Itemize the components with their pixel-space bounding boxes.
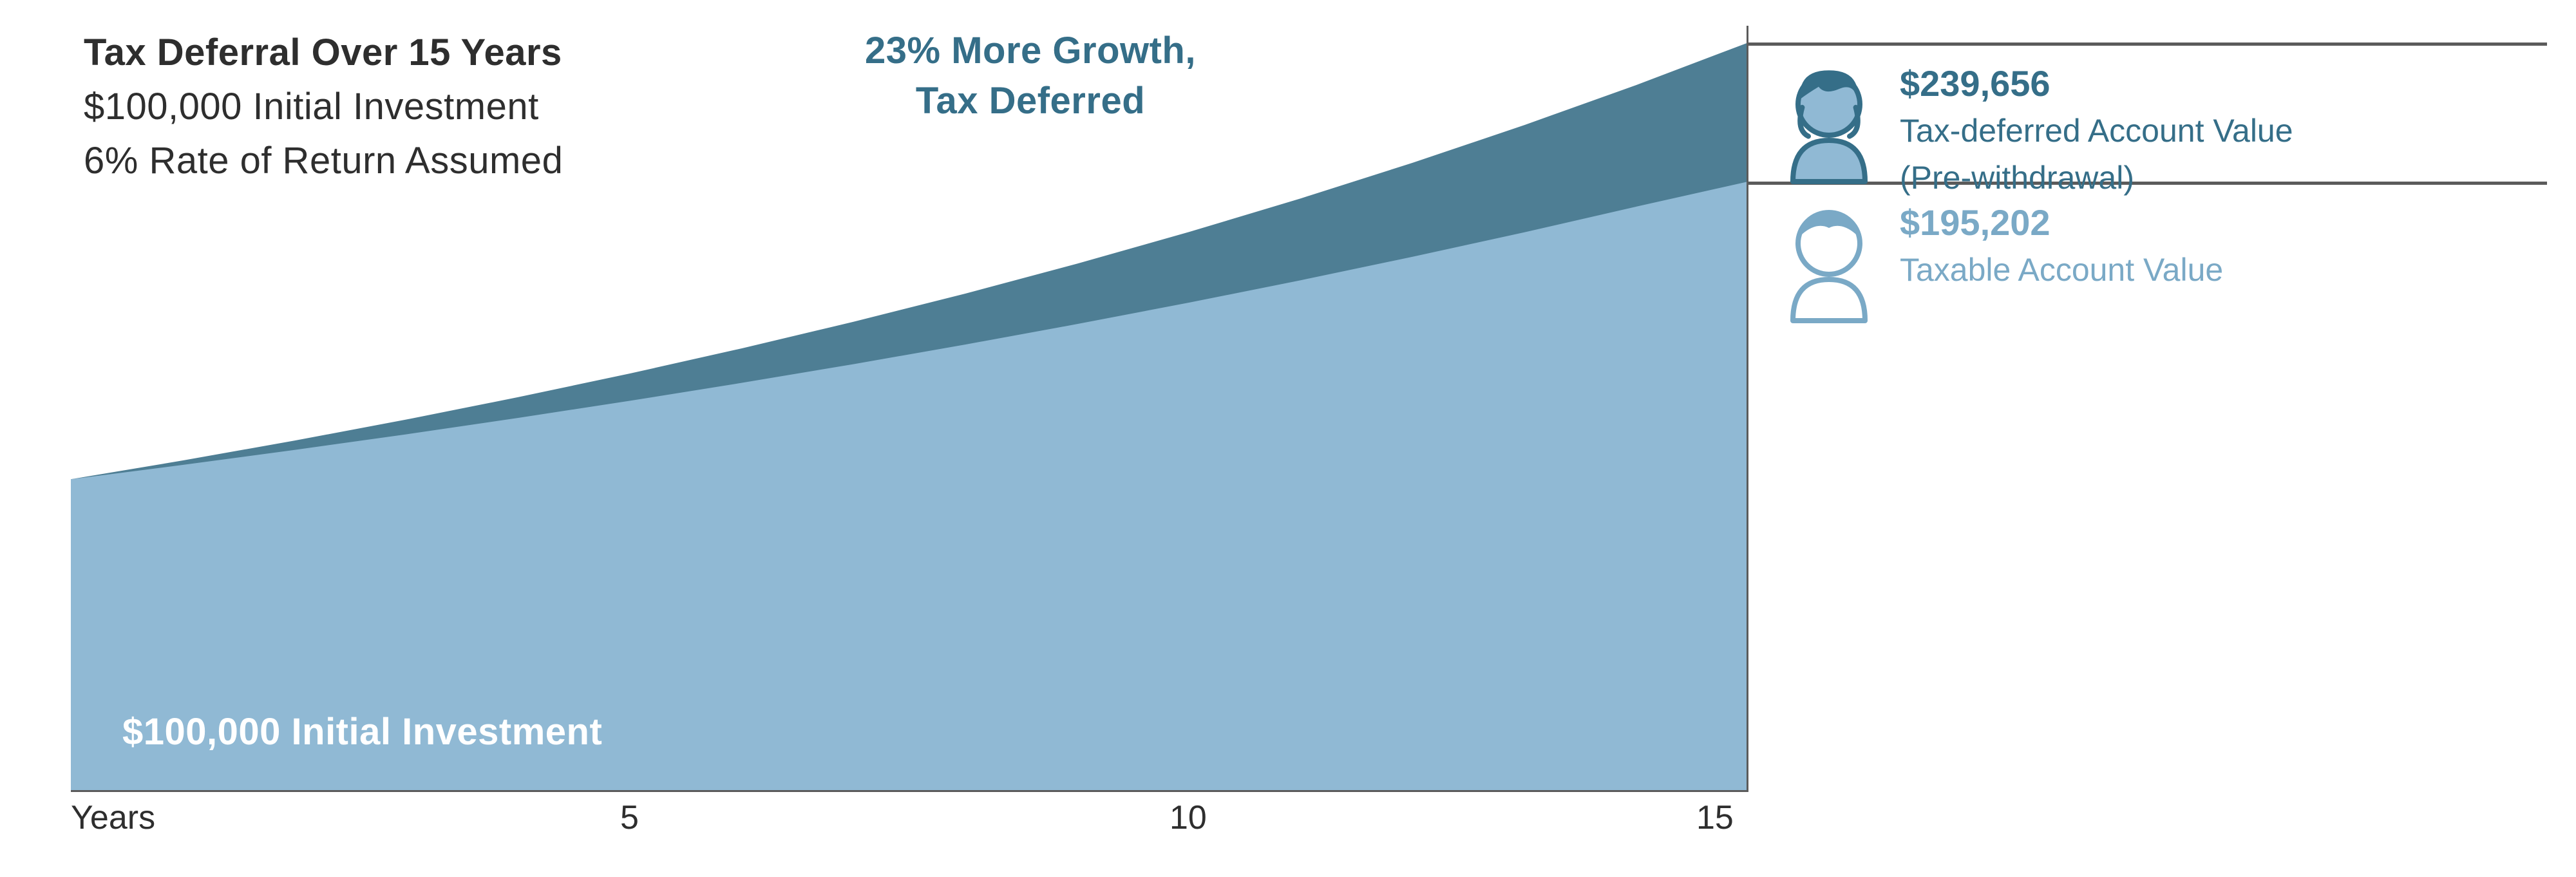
taxable-desc-1: Taxable Account Value <box>1900 249 2223 291</box>
legend-divider-top <box>1748 42 2547 46</box>
x-axis-title: Years <box>71 798 155 837</box>
x-axis: Years 5 10 15 <box>71 798 1748 844</box>
deferred-value: $239,656 <box>1900 62 2293 105</box>
x-tick-5: 5 <box>620 798 639 837</box>
legend-text-taxable: $195,202 Taxable Account Value <box>1900 194 2223 291</box>
deferred-desc-2: (Pre-withdrawal) <box>1900 157 2293 199</box>
legend-text-deferred: $239,656 Tax-deferred Account Value (Pre… <box>1900 55 2293 199</box>
chart-container: Tax Deferral Over 15 Years $100,000 Init… <box>71 26 2505 850</box>
legend-row-taxable: $195,202 Taxable Account Value <box>1777 194 2223 323</box>
area-chart-plot: Tax Deferral Over 15 Years $100,000 Init… <box>71 26 1748 792</box>
callout-line1: 23% More Growth, <box>805 26 1256 76</box>
legend-row-deferred: $239,656 Tax-deferred Account Value (Pre… <box>1777 55 2293 199</box>
chart-title-block: Tax Deferral Over 15 Years $100,000 Init… <box>84 26 563 188</box>
deferred-desc-1: Tax-deferred Account Value <box>1900 110 2293 152</box>
chart-title-line2: $100,000 Initial Investment <box>84 80 563 134</box>
callout-line2: Tax Deferred <box>805 76 1256 126</box>
growth-callout: 23% More Growth, Tax Deferred <box>805 26 1256 127</box>
chart-title-line1: Tax Deferral Over 15 Years <box>84 26 563 80</box>
x-tick-10: 10 <box>1170 798 1207 837</box>
taxable-value: $195,202 <box>1900 201 2223 244</box>
person-icon-taxable <box>1777 194 1880 323</box>
chart-title-line3: 6% Rate of Return Assumed <box>84 134 563 188</box>
initial-investment-label: $100,000 Initial Investment <box>122 710 602 753</box>
person-icon-deferred <box>1777 55 1880 184</box>
x-tick-15: 15 <box>1696 798 1734 837</box>
